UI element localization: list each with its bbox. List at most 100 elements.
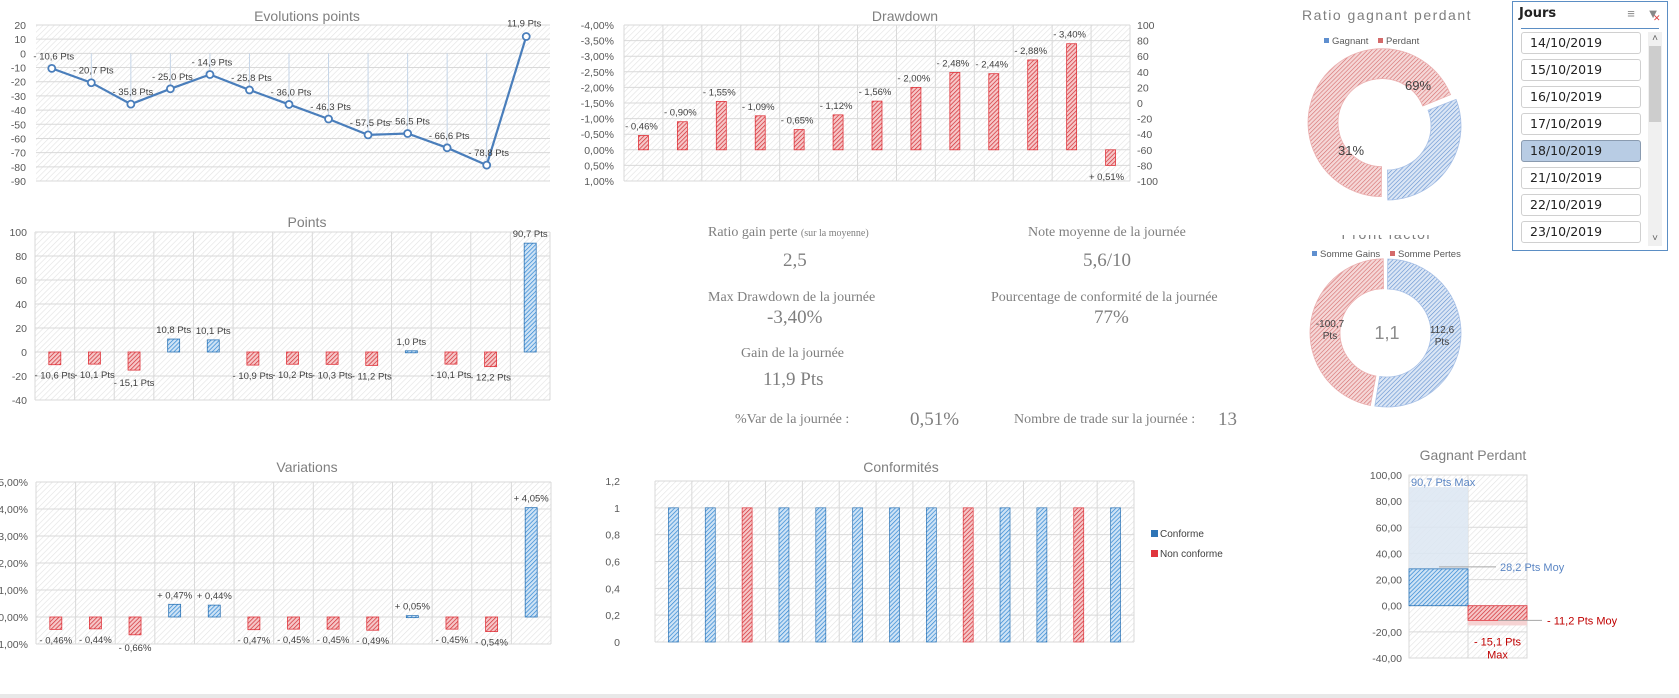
y-tick-label: 60,00 (1376, 522, 1402, 534)
data-label: 11,9 Pts (507, 18, 541, 29)
data-label: - 1,55% (703, 87, 736, 98)
data-label: - 10,3 Pts (312, 370, 353, 381)
legend-swatch (1151, 550, 1158, 557)
scroll-down-icon[interactable]: ˅ (1652, 233, 1658, 244)
slicer-item[interactable]: 15/10/2019 (1521, 59, 1641, 81)
clear-filter-icon[interactable]: ▼ ✕ (1645, 6, 1661, 23)
bar (754, 115, 766, 151)
bar (405, 615, 419, 619)
data-label: - 2,44% (975, 60, 1008, 71)
slice-label: 31% (1338, 143, 1364, 158)
y-tick-label: -20 (11, 77, 26, 89)
slicer-item[interactable]: 17/10/2019 (1521, 113, 1641, 135)
y-tick-label: 20,00 (1376, 575, 1402, 587)
y-tick-label: 80 (15, 251, 27, 263)
data-label: 1,0 Pts (397, 337, 427, 348)
data-label: - 56,5 Pts (389, 116, 430, 127)
bar (1110, 507, 1121, 643)
kpi-ratio-label: Ratio gain perte (sur la moyenne) (708, 225, 869, 241)
slicer-item[interactable]: 21/10/2019 (1521, 167, 1641, 189)
variations-chart: Variations 5,00% 4,00% 3,00% 2,00% 1,00% 0,00%… (0, 459, 552, 654)
profit-factor-chart: Profit factor Somme Gains Somme Pertes 112,… (1309, 235, 1462, 408)
bar (668, 507, 679, 643)
bar (1027, 59, 1039, 151)
perdant-max-label: - 15,1 Pts (1474, 636, 1522, 648)
data-label: - 0,46% (39, 635, 72, 646)
data-label: - 1,12% (820, 101, 853, 112)
slicer-scrollbar[interactable]: ˄ ˅ (1648, 32, 1662, 246)
slicer-item[interactable]: 23/10/2019 (1521, 221, 1641, 243)
y-tick-label: 0,00% (0, 612, 28, 624)
y-tick-label: -10 (11, 63, 26, 75)
y-tick-label: -60 (1137, 145, 1152, 157)
chart-title: Evolutions points (254, 8, 360, 24)
data-point (363, 130, 373, 140)
data-label: + 0,51% (1089, 172, 1125, 183)
bar (852, 507, 864, 643)
slice-label: 69% (1405, 78, 1431, 93)
slicer-item[interactable]: 18/10/2019 (1521, 140, 1641, 162)
bar (167, 338, 181, 353)
y-tick-label: -20 (1137, 114, 1152, 126)
y-tick-label: -4,00% (581, 20, 614, 32)
scroll-up-icon[interactable]: ˄ (1652, 33, 1658, 44)
data-label: - 10,2 Pts (272, 370, 313, 381)
gagnant-avg-label: 28,2 Pts Moy (1500, 562, 1565, 574)
data-label: - 25,0 Pts (152, 72, 193, 83)
data-point (482, 160, 492, 170)
y-tick-label: -30 (11, 91, 26, 103)
bar (88, 351, 101, 365)
y-tick-label: 0,6 (605, 557, 620, 569)
data-label: - 0,45% (277, 635, 310, 646)
y-tick-label: 100 (9, 227, 27, 239)
y-tick-label: 80,00 (1376, 496, 1402, 508)
perdant-avg-bar (1467, 605, 1528, 621)
bar (168, 603, 182, 618)
data-point (403, 129, 413, 138)
y-tick-label: 1,00% (584, 176, 614, 188)
data-label: + 0,44% (197, 591, 233, 602)
slice-label: -100,7 (1316, 319, 1345, 330)
data-label: - 46,3 Pts (310, 102, 351, 113)
y-tick-label: -80 (1137, 160, 1152, 172)
y-tick-label: -70 (11, 148, 26, 160)
y-tick-label: -80 (11, 162, 26, 174)
bar (485, 616, 498, 632)
data-label: - 15,1 Pts (114, 378, 155, 389)
center-label: 1,1 (1374, 323, 1399, 343)
y-tick-label: 1,2 (605, 476, 620, 488)
kpi-maxdd-value: -3,40% (767, 307, 823, 328)
y-tick-label: 0,4 (605, 583, 620, 595)
y-tick-label: 0,8 (605, 530, 620, 542)
gagnant-avg-bar (1408, 568, 1469, 607)
bar (445, 616, 459, 630)
bar (871, 100, 883, 151)
perdant-max-label-line2: Max (1487, 649, 1508, 661)
data-label: - 0,47% (238, 636, 271, 647)
slicer-item[interactable]: 22/10/2019 (1521, 194, 1641, 216)
y-tick-label: 1 (614, 503, 620, 515)
multi-select-icon[interactable]: ≡ (1627, 6, 1635, 21)
gagnant-max-label: 90,7 Pts Max (1411, 477, 1476, 489)
data-label: - 0,49% (356, 636, 389, 647)
legend-label: Somme Pertes (1398, 249, 1461, 260)
bar (676, 121, 688, 151)
legend-label: Conforme (1160, 529, 1204, 540)
scrollbar-thumb[interactable] (1649, 46, 1661, 122)
slicer-item[interactable]: 14/10/2019 (1521, 32, 1641, 54)
bar (741, 507, 753, 643)
bar (325, 351, 339, 365)
bar (715, 101, 727, 151)
kpi-conformite-value: 77% (1094, 307, 1129, 328)
kpi-ratio-label-text: Ratio gain perte (708, 225, 798, 240)
y-tick-label: -40 (11, 105, 26, 117)
y-tick-label: -40 (12, 395, 27, 407)
legend-swatch (1390, 251, 1395, 256)
bar (49, 616, 63, 630)
legend-label: Non conforme (1160, 549, 1223, 560)
slicer-item[interactable]: 16/10/2019 (1521, 86, 1641, 108)
y-tick-label: -3,50% (581, 36, 614, 48)
data-point (245, 85, 254, 95)
donut-slice (1374, 258, 1462, 408)
y-tick-label: -1,00% (0, 639, 28, 651)
